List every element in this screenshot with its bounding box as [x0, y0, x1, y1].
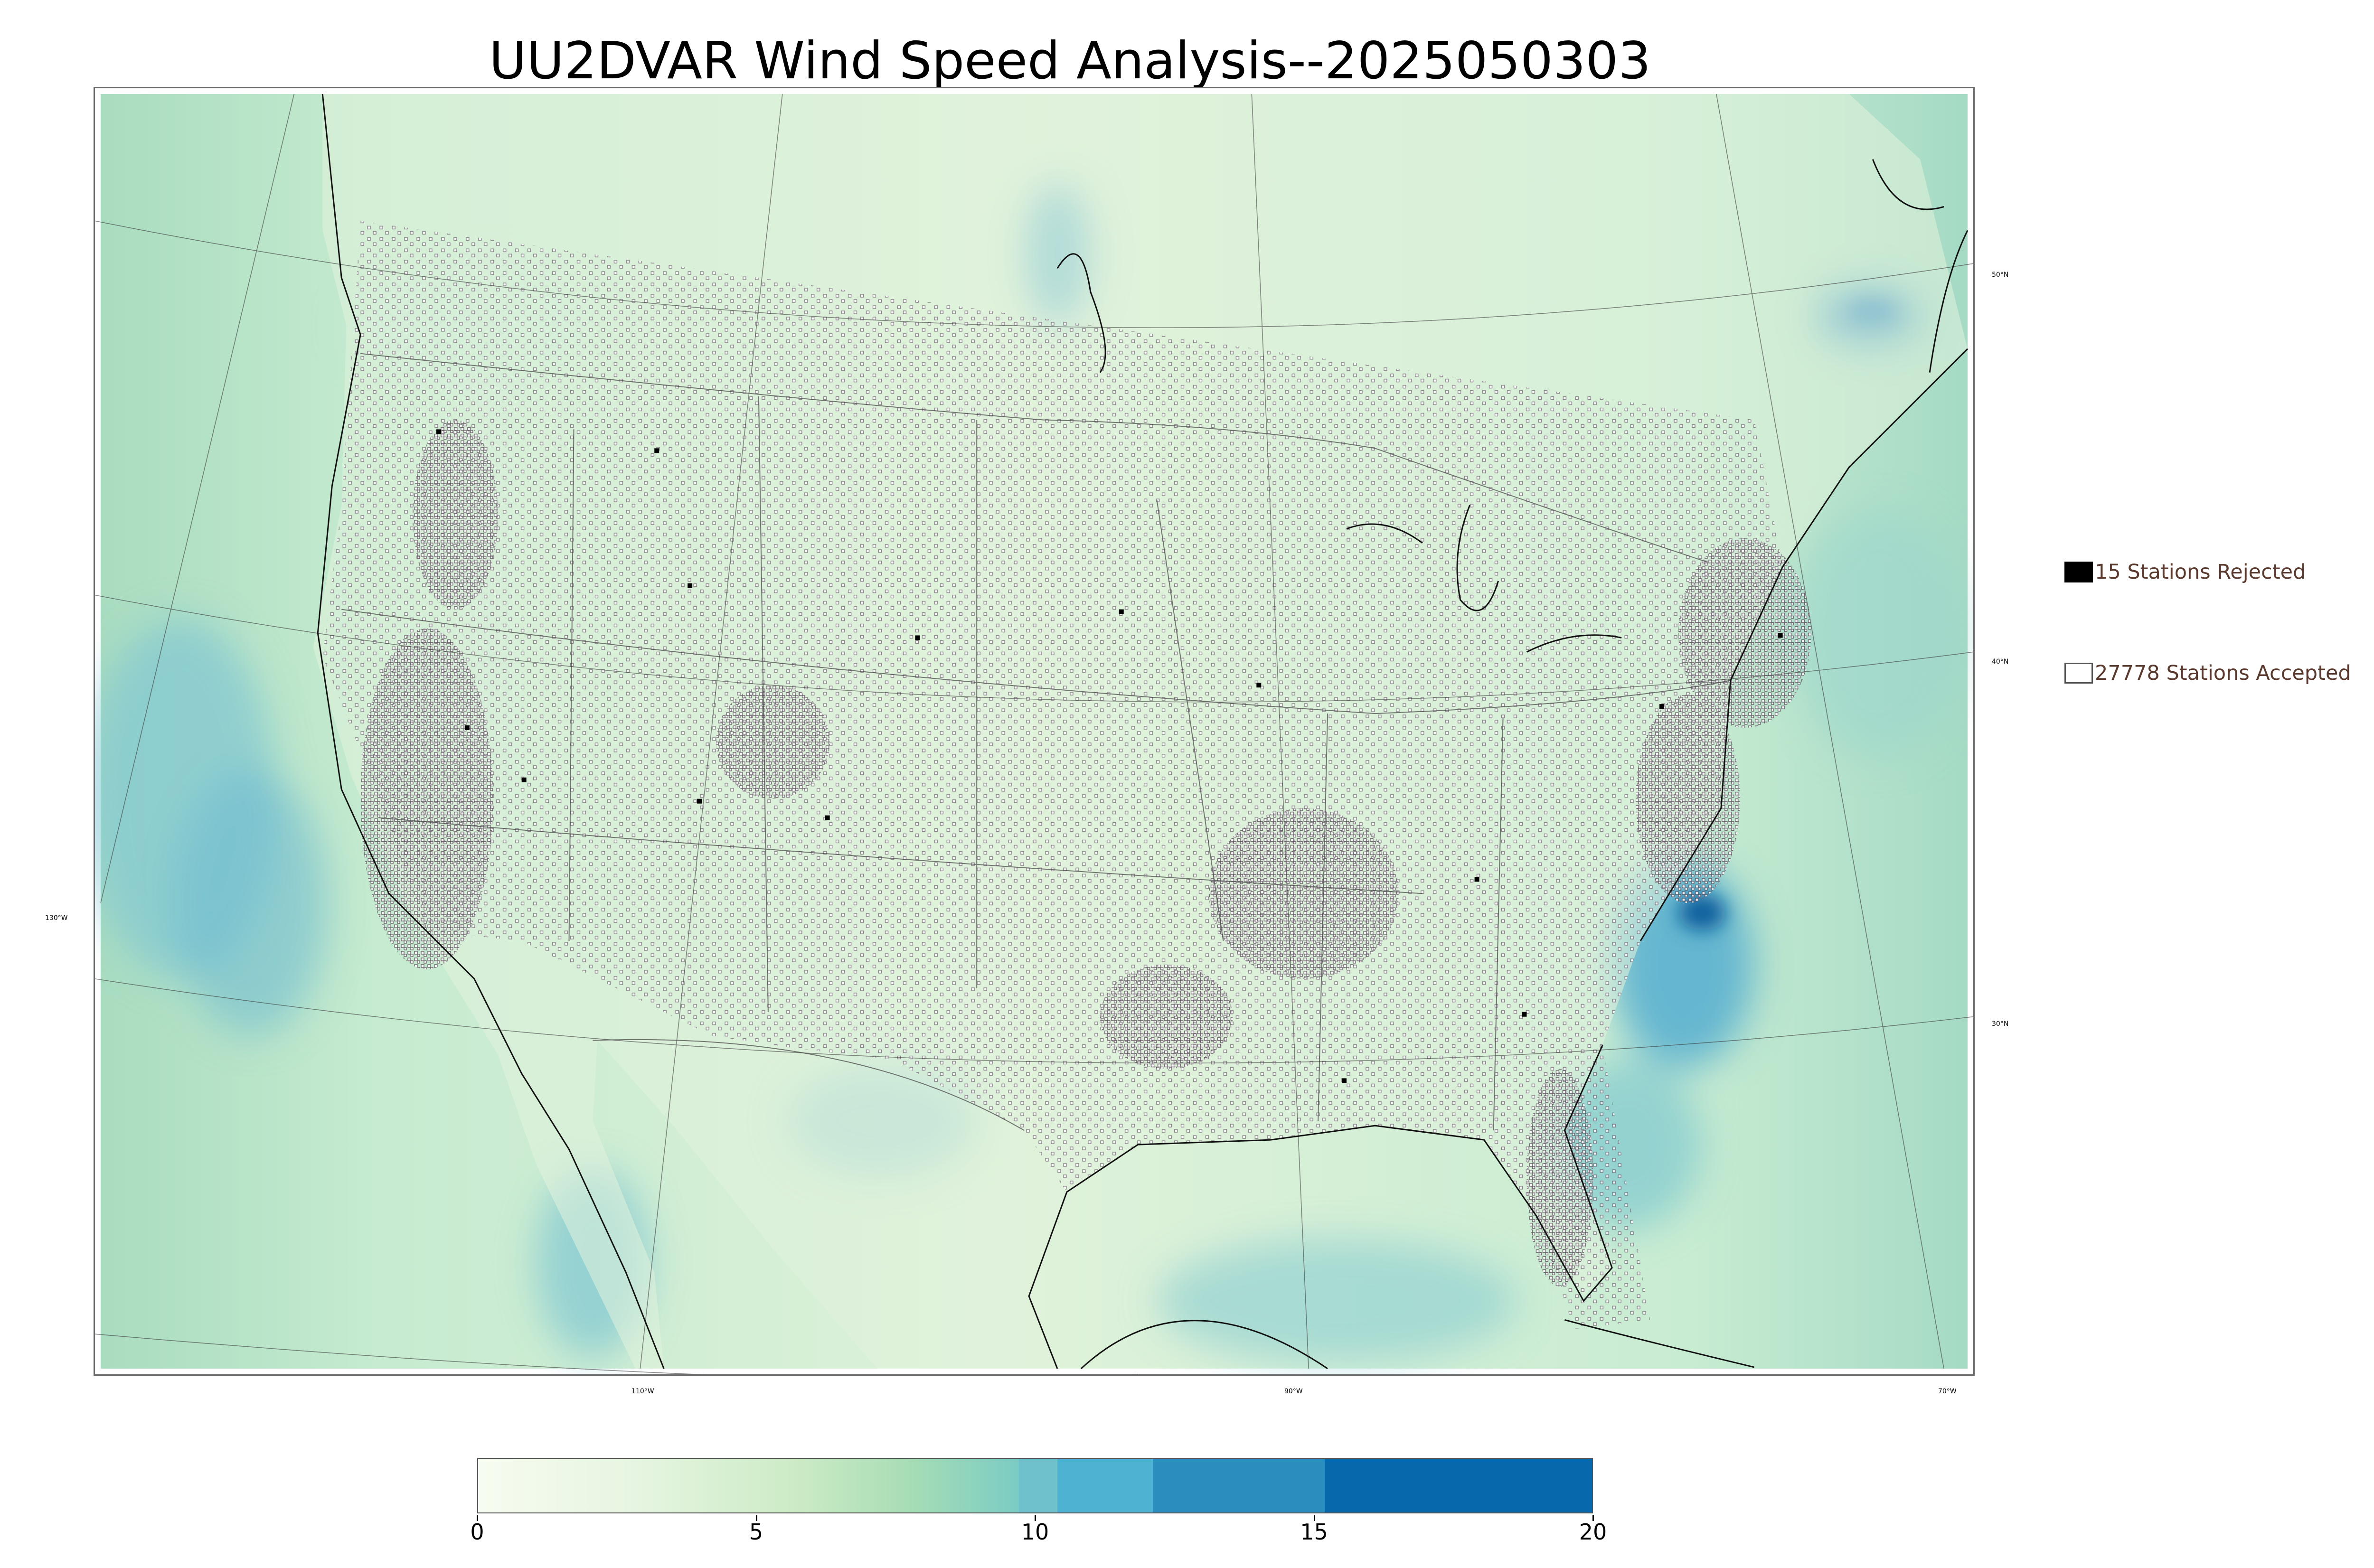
- legend-accepted-swatch: [2064, 663, 2093, 684]
- legend-rejected: 15 Stations Rejected: [2064, 560, 2306, 584]
- map-panel[interactable]: 130°W 110°W 90°W 70°W 50°N 40°N 30°N: [45, 87, 2008, 1395]
- colorbar-tick: [477, 1515, 478, 1521]
- station-markers-accepted: [322, 221, 1783, 1330]
- lat-label-30n: 30°N: [1992, 1020, 2009, 1028]
- colorbar-segment: [1153, 1459, 1325, 1512]
- colorbar-segment: [796, 1459, 1019, 1512]
- colorbar-tick: [1035, 1515, 1036, 1521]
- wind-speed-map[interactable]: [95, 88, 1973, 1374]
- colorbar-segment: [1019, 1459, 1057, 1512]
- colorbar: [477, 1458, 1593, 1513]
- graticule: [95, 94, 1973, 1374]
- legend-rejected-label: 15 Stations Rejected: [2095, 560, 2306, 584]
- colorbar-tick-label: 20: [1579, 1519, 1607, 1545]
- lon-label-110w: 110°W: [631, 1388, 654, 1395]
- legend-rejected-swatch: [2064, 562, 2093, 582]
- legend-accepted-label: 27778 Stations Accepted: [2095, 661, 2351, 685]
- lat-label-50n: 50°N: [1992, 271, 2009, 279]
- lon-label-70w: 70°W: [1938, 1388, 1957, 1395]
- colorbar-segment: [1324, 1459, 1592, 1512]
- colorbar-tick-label: 0: [470, 1519, 484, 1545]
- station-markers-rejected: [436, 429, 1783, 1083]
- colorbar-tick: [1592, 1515, 1594, 1521]
- colorbar-tick-label: 5: [749, 1519, 763, 1545]
- legend-accepted: 27778 Stations Accepted: [2064, 661, 2351, 685]
- colorbar-tick-label: 10: [1021, 1519, 1049, 1545]
- colorbar-segment: [1057, 1459, 1153, 1512]
- lon-label-130w: 130°W: [45, 914, 68, 922]
- lat-label-40n: 40°N: [1992, 658, 2009, 666]
- page-title: UU2DVAR Wind Speed Analysis--2025050303: [489, 31, 1651, 91]
- colorbar-segment: [478, 1459, 797, 1512]
- colorbar-tick: [755, 1515, 757, 1521]
- coastlines: [317, 94, 1969, 1370]
- lon-label-90w: 90°W: [1284, 1388, 1303, 1395]
- colorbar-tick-label: 15: [1300, 1519, 1328, 1545]
- colorbar-tick: [1313, 1515, 1315, 1521]
- political-boundaries: [341, 353, 1731, 1131]
